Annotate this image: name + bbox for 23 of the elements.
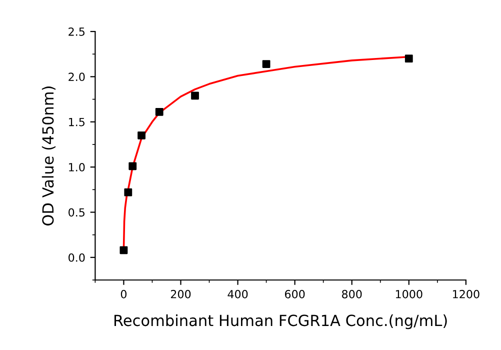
point bbox=[138, 131, 146, 140]
y-tick-label: 2.0 bbox=[68, 72, 85, 82]
y-tick-label: 1.0 bbox=[69, 163, 85, 172]
point bbox=[128, 162, 137, 170]
x-tick-label: 600 bbox=[284, 290, 305, 298]
point bbox=[120, 246, 128, 254]
x-axis-title: Recombinant Human FCGR1A Conc.(ng/mL) bbox=[114, 314, 447, 330]
point bbox=[404, 54, 413, 63]
y-tick-label: 1.5 bbox=[69, 118, 84, 126]
point bbox=[262, 60, 270, 68]
y-tick-label: 2.5 bbox=[68, 27, 84, 36]
y-tick-label: 0.0 bbox=[68, 253, 85, 262]
x-tick-label: 200 bbox=[170, 290, 191, 298]
point bbox=[191, 92, 199, 100]
point bbox=[124, 188, 132, 196]
point bbox=[155, 108, 164, 116]
x-tick-label: 800 bbox=[342, 290, 362, 298]
x-tick-label: 0 bbox=[120, 290, 127, 298]
x-tick-label: 400 bbox=[228, 290, 248, 298]
x-tick-label: 1000 bbox=[396, 290, 422, 298]
x-tick-label: 1200 bbox=[453, 290, 480, 298]
y-axis-title: OD Value (450nm) bbox=[42, 86, 56, 226]
y-tick-label: 0.5 bbox=[68, 208, 84, 217]
